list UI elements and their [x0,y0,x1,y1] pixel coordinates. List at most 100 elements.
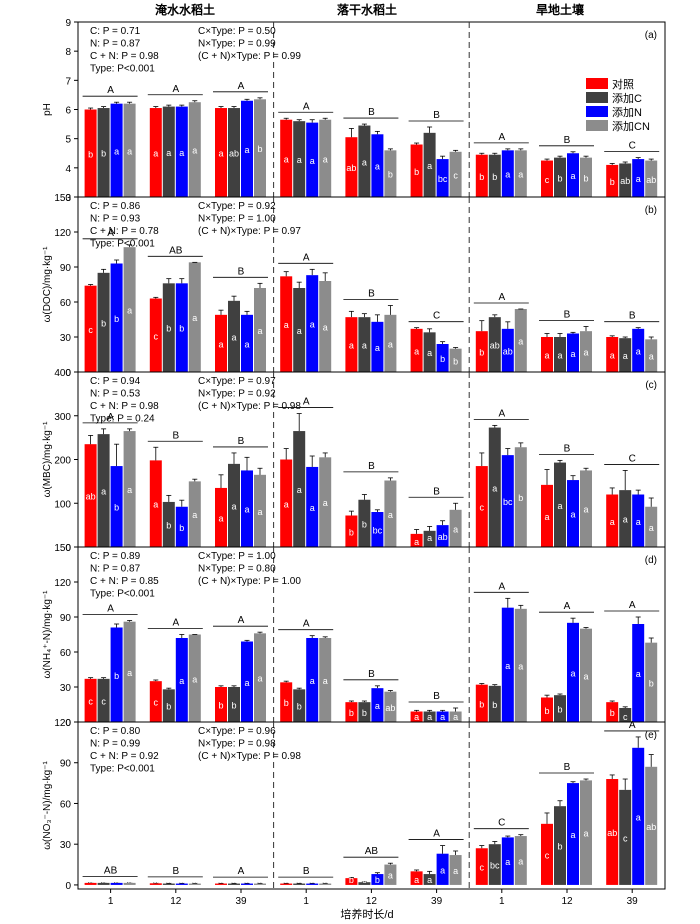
stat-text: Type: P<0.001 [90,589,155,600]
significance-letter: a [166,875,171,885]
x-tick-label: 39 [431,896,443,907]
bar [449,711,462,722]
significance-letter: a [218,875,223,885]
group-label: A [498,581,505,592]
group-label: B [564,310,571,321]
significance-letter: b [166,702,171,712]
bar [410,144,423,197]
stat-text: (C + N)×Type: P = 0.99 [198,51,301,62]
bar [280,883,293,885]
significance-letter: a [231,501,236,511]
significance-letter: b [349,875,354,885]
significance-letter: ab [607,828,617,838]
bar [436,711,449,722]
significance-letter: a [649,352,654,362]
significance-letter: a [310,875,315,885]
bar [632,159,645,197]
significance-letter: b [166,520,171,530]
bar [84,109,97,197]
x-tick-label: 12 [170,896,182,907]
significance-letter: ab [646,822,656,832]
significance-letter: b [375,875,380,885]
bar [541,823,553,885]
panel-3: 0 30 60 90 120 150 ω(NH₄⁺-N)/mg·kg⁻¹ (d) C: P = … [42,543,666,729]
bar [280,682,293,722]
bar [84,882,97,885]
bar [293,883,306,885]
significance-letter: bc [490,861,500,871]
group-label: A [107,85,114,96]
significance-letter: a [244,678,249,688]
significance-letter: c [623,833,628,843]
significance-letter: ab [438,532,448,542]
significance-letter: a [166,148,171,158]
significance-letter: c [101,696,106,706]
significance-letter: a [375,343,380,353]
y-tick-label: 3 [65,193,71,204]
significance-letter: b [88,149,93,159]
significance-letter: a [427,875,432,885]
y-tick-label: 30 [60,840,72,851]
bar [319,638,332,722]
bar [149,108,162,197]
significance-letter: a [570,668,575,678]
group-label: B [303,866,310,877]
bar [632,624,645,722]
significance-letter: b [166,324,171,334]
group-label: C [629,453,636,464]
significance-letter: b [362,519,367,529]
bar [280,459,293,547]
significance-letter: a [88,875,93,885]
y-tick-label: 120 [54,718,71,729]
significance-letter: b [114,314,119,324]
significance-letter: b [610,708,615,718]
significance-letter: a [610,517,615,527]
significance-letter: a [636,812,641,822]
legend-label: 添加N [612,105,642,119]
significance-letter: c [480,863,485,873]
group-label: A [433,829,440,840]
significance-letter: a [518,661,523,671]
stat-text: N: P = 0.93 [90,214,141,225]
bar [567,333,579,372]
bar [228,108,240,197]
significance-letter: b [114,671,119,681]
group-label: B [238,266,245,277]
significance-letter: ab [346,163,356,173]
significance-letter: a [570,510,575,520]
group-label: A [107,412,114,423]
bar [280,119,293,197]
significance-letter: a [636,669,641,679]
bar [645,160,658,197]
group-label: A [238,615,245,626]
bar [384,691,397,722]
bar [215,314,227,372]
legend-label: 对照 [612,77,634,91]
significance-letter: a [101,487,106,497]
significance-letter: a [257,326,262,336]
group-label: AB [365,846,379,857]
significance-letter: a [505,857,510,867]
significance-letter: a [323,323,328,333]
bar [358,882,371,885]
significance-letter: c [623,712,628,722]
bar [632,494,645,547]
bar [554,806,566,885]
group-label: A [303,397,310,408]
bar [580,157,592,197]
significance-letter: ab [620,176,630,186]
significance-letter: a [414,346,419,356]
group-label: A [564,601,571,612]
group-label: C [629,141,636,152]
significance-letter: a [349,341,354,351]
y-tick-label: 60 [60,298,72,309]
significance-letter: a [570,349,575,359]
group-label: A [107,228,114,239]
bar [514,608,527,722]
group-label: AB [104,865,118,876]
significance-letter: a [323,154,328,164]
significance-letter: b [388,170,393,180]
bar [84,285,97,372]
significance-letter: b [362,708,367,718]
bar [306,883,319,885]
